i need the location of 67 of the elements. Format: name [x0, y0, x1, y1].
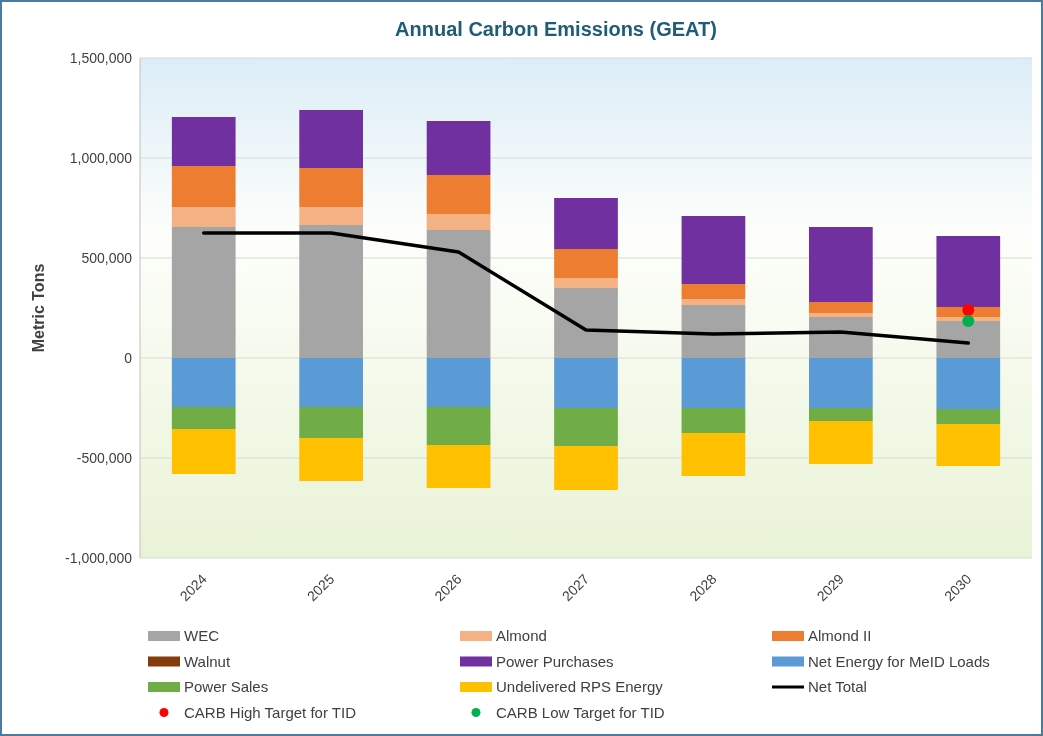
bar [426, 407, 491, 445]
bar [554, 278, 618, 288]
bar [681, 299, 746, 305]
bar [809, 302, 873, 313]
bar [299, 438, 363, 481]
bar [681, 433, 746, 476]
bar [171, 407, 236, 429]
bar [681, 216, 746, 284]
bar [554, 408, 618, 446]
bar [936, 321, 1001, 358]
bar [936, 236, 1001, 307]
bar [809, 408, 873, 421]
y-tick-label: 500,000 [81, 249, 133, 266]
bar [936, 358, 1001, 409]
bar [171, 227, 236, 358]
bar [299, 407, 363, 438]
legend-label: Almond II [808, 627, 872, 645]
y-tick-label: 1,000,000 [69, 149, 133, 166]
bar [426, 214, 491, 230]
bar [554, 446, 618, 490]
bar [426, 230, 491, 358]
bar [299, 225, 363, 358]
legend-label: Almond [496, 627, 547, 645]
bar [299, 358, 363, 407]
bar [681, 408, 746, 433]
legend-label: Power Purchases [496, 652, 614, 670]
bar [299, 110, 363, 168]
bar [171, 429, 236, 474]
legend-label: Net Total [808, 678, 867, 696]
chart-title: Annual Carbon Emissions (GEAT) [395, 18, 717, 40]
bar [171, 166, 236, 207]
bar [171, 207, 236, 227]
legend-label: Power Sales [184, 678, 269, 696]
legend-label: Walnut [184, 652, 231, 670]
bar [426, 445, 491, 488]
bar [426, 121, 491, 175]
bar [936, 409, 1001, 424]
bar [554, 198, 618, 249]
bar [171, 117, 236, 166]
bar [426, 175, 491, 214]
bar [681, 284, 746, 299]
legend-label: CARB Low Target for TID [496, 703, 665, 721]
legend-label: Undelivered RPS Energy [496, 678, 664, 696]
bar [936, 424, 1001, 466]
bar [809, 317, 873, 358]
y-tick-label: 0 [124, 349, 133, 366]
bar [554, 358, 618, 408]
bar [681, 358, 746, 408]
line-series [201, 231, 971, 345]
bar [809, 313, 873, 317]
legend-label: CARB High Target for TID [184, 703, 357, 721]
y-tick-label: -1,000,000 [65, 549, 133, 566]
bar [554, 288, 618, 358]
bar [171, 358, 236, 407]
bar [554, 249, 618, 278]
y-tick-label: -500,000 [76, 449, 133, 466]
bar [299, 207, 363, 225]
bar [809, 358, 873, 408]
y-tick-label: 1,500,000 [69, 49, 133, 66]
y-axis-title: Metric Tons [30, 263, 47, 353]
bar [426, 358, 491, 407]
legend-label: WEC [184, 627, 220, 645]
bar [681, 305, 746, 358]
legend-label: Net Energy for MeID Loads [808, 652, 990, 670]
bar [299, 168, 363, 207]
bar [809, 227, 873, 302]
bar [809, 421, 873, 464]
